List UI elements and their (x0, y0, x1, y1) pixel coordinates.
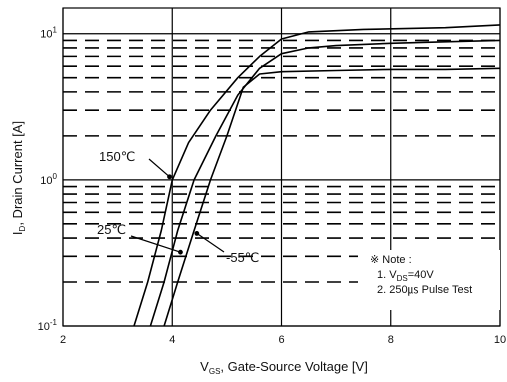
series-line-2 (163, 67, 501, 327)
y-tick-label: 101 (40, 26, 57, 41)
curve-label-0: 150℃ (99, 149, 135, 164)
note-line-1: 1. VDS=40V (377, 269, 434, 283)
note-box: ※ Note : 1. VDS=40V 2. 250㎲ Pulse Test (358, 250, 500, 310)
x-tick-label: 6 (278, 334, 284, 346)
series-line-0 (133, 24, 501, 327)
annotation-leader-1 (130, 235, 181, 253)
x-tick-label: 4 (169, 334, 175, 346)
label-layer: 150℃ 25℃ -55℃ (97, 149, 259, 265)
x-tick-label: 8 (388, 334, 394, 346)
annotation-arrowhead-1 (178, 249, 183, 255)
y-tick-label: 10-1 (38, 318, 58, 333)
y-axis-title: ID, Drain Current [A] (10, 121, 27, 235)
x-tick-label: 10 (494, 334, 506, 346)
curve-label-2: -55℃ (226, 250, 259, 265)
annotation-arrowhead-0 (167, 174, 172, 180)
note-title: ※ Note : (370, 254, 412, 266)
x-tick-label: 2 (60, 334, 66, 346)
tick-layer: 2 4 6 8 10 10-1 100 101 (38, 26, 507, 346)
curve-label-1: 25℃ (97, 222, 126, 237)
annotation-leader-0 (148, 158, 170, 178)
plot-frame (62, 7, 501, 327)
y-tick-label: 100 (40, 172, 57, 187)
annotation-arrowhead-2 (194, 231, 200, 236)
x-axis-title: VGS, Gate-Source Voltage [V] (200, 359, 368, 376)
curve-layer (133, 24, 501, 327)
note-line-2: 2. 250㎲ Pulse Test (377, 284, 472, 296)
annotation-leader-2 (196, 232, 225, 253)
series-line-1 (149, 39, 501, 327)
